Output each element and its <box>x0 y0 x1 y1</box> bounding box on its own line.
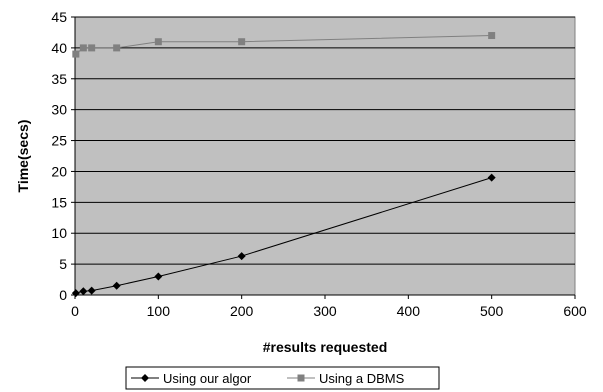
y-tick-labels: 0 5 10 15 20 25 30 35 40 45 <box>51 9 67 303</box>
data-point <box>71 289 80 298</box>
y-tick-label: 15 <box>51 194 67 210</box>
data-point <box>113 44 121 52</box>
legend-label: Using our algor <box>163 371 252 386</box>
x-tick-label: 500 <box>480 303 504 319</box>
data-point <box>72 50 80 58</box>
x-tick-label: 100 <box>147 303 171 319</box>
legend-diamond-marker <box>141 374 149 382</box>
series-dbms <box>72 32 496 58</box>
legend: Using our algor Using a DBMS <box>125 366 440 390</box>
legend-box <box>125 366 440 390</box>
data-point <box>488 32 496 40</box>
plot-area <box>74 16 576 296</box>
data-point <box>79 44 87 52</box>
x-tick-label: 600 <box>563 303 587 319</box>
y-tick-label: 40 <box>51 40 67 56</box>
x-tick-label: 0 <box>71 303 79 319</box>
data-point <box>238 38 246 46</box>
x-tick-label: 200 <box>230 303 254 319</box>
y-axis-title: Time(secs) <box>15 120 31 193</box>
series-layer <box>71 32 496 298</box>
y-tick-label: 35 <box>51 71 67 87</box>
y-tick-label: 20 <box>51 163 67 179</box>
x-tick-label: 300 <box>313 303 337 319</box>
data-point <box>79 287 88 296</box>
data-point <box>487 173 496 182</box>
data-point <box>237 252 246 261</box>
y-tick-label: 30 <box>51 102 67 118</box>
x-tick-label: 400 <box>397 303 421 319</box>
grid-lines <box>75 16 575 265</box>
axes <box>71 16 576 299</box>
data-point <box>112 281 121 290</box>
y-tick-label: 10 <box>51 225 67 241</box>
y-tick-label: 45 <box>51 9 67 25</box>
data-point <box>154 38 162 46</box>
y-tick-label: 0 <box>59 287 67 303</box>
series-our-algor <box>71 173 496 298</box>
data-point <box>88 44 96 52</box>
x-tick-labels: 0 100 200 300 400 500 600 <box>71 303 587 319</box>
y-tick-label: 5 <box>59 256 67 272</box>
legend-square-marker <box>297 374 305 382</box>
data-point <box>87 286 96 295</box>
y-tick-label: 25 <box>51 133 67 149</box>
legend-label: Using a DBMS <box>319 371 405 386</box>
data-point <box>154 272 163 281</box>
x-axis-title: #results requested <box>263 339 388 355</box>
